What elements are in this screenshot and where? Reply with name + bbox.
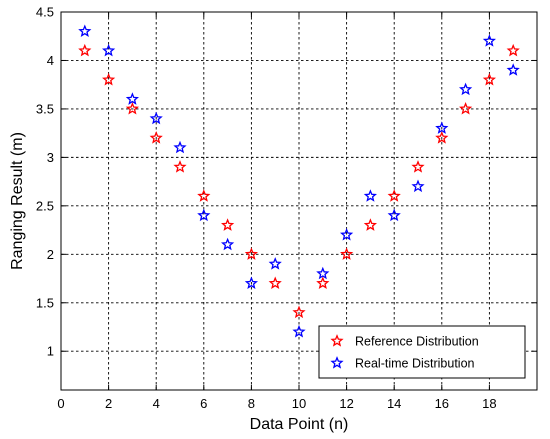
x-tick-label: 2: [105, 396, 112, 411]
data-point-series-2: [125, 92, 139, 105]
x-tick-label: 12: [339, 396, 353, 411]
data-point-series-2: [411, 179, 425, 193]
x-tick-label: 14: [387, 396, 401, 411]
data-point-series-2: [221, 237, 235, 251]
data-point-series-2: [78, 24, 92, 37]
data-point-series-2: [149, 111, 163, 125]
y-tick-label: 1.5: [36, 295, 54, 310]
data-point-series-2: [102, 43, 116, 57]
data-point-series-1: [411, 160, 425, 173]
y-tick-label: 4: [47, 53, 54, 68]
data-point-series-1: [435, 131, 449, 144]
y-tick-label: 3: [47, 150, 54, 165]
x-tick-label: 4: [153, 396, 160, 411]
y-tick-label: 3.5: [36, 101, 54, 116]
data-point-series-1: [221, 218, 235, 231]
data-point-series-2: [268, 257, 282, 270]
y-tick-label: 4.5: [36, 5, 54, 20]
plot-frame: [60, 11, 538, 391]
data-point-series-1: [363, 218, 377, 231]
data-point-series-2: [387, 208, 401, 222]
data-point-series-2: [435, 121, 449, 134]
x-tick-label: 10: [292, 396, 306, 411]
legend: Reference Distribution Real-time Distribu…: [318, 325, 526, 379]
data-point-series-2: [316, 266, 330, 280]
data-point-series-2: [340, 227, 354, 241]
data-point-series-2: [482, 34, 496, 47]
legend-marker: [330, 334, 344, 347]
y-axis-label: Ranging Result (m): [9, 132, 26, 270]
data-point-series-1: [197, 189, 211, 202]
data-point-series-1: [78, 43, 92, 57]
x-tick-label: 18: [482, 396, 496, 411]
data-point-series-1: [125, 101, 139, 115]
data-point-series-1: [316, 276, 330, 289]
y-tick-label: 1: [47, 344, 54, 359]
data-point-series-2: [292, 324, 306, 338]
data-point-series-1: [292, 305, 306, 319]
data-point-series-1: [102, 72, 116, 86]
data-point-series-1: [149, 131, 163, 144]
data-point-series-2: [363, 189, 377, 202]
x-tick-label: 6: [200, 396, 207, 411]
data-point-series-1: [387, 189, 401, 202]
y-tick-label: 2: [47, 247, 54, 262]
data-points: [78, 24, 520, 338]
legend-marker: [330, 356, 344, 369]
data-point-series-1: [459, 101, 473, 115]
data-point-series-1: [173, 160, 187, 173]
tick-labels: 0 2 4 6 8 10 12 14 16 18 1 1.5 2 2.5 3 3.5 4 4.5: [36, 5, 497, 412]
data-point-series-2: [197, 208, 211, 222]
data-point-series-1: [482, 72, 496, 86]
x-tick-label: 16: [435, 396, 449, 411]
data-point-series-2: [244, 276, 258, 289]
tick-marks: [60, 11, 537, 390]
data-point-series-1: [268, 276, 282, 289]
data-point-series-1: [506, 43, 520, 57]
legend-entry-label: Real-time Distribution: [355, 357, 475, 371]
y-tick-label: 2.5: [36, 198, 54, 213]
data-point-series-2: [506, 63, 520, 76]
data-point-series-1: [340, 247, 354, 260]
x-tick-label: 0: [57, 396, 64, 411]
data-point-series-2: [173, 140, 187, 154]
data-point-series-2: [459, 82, 473, 96]
legend-box: [318, 325, 526, 379]
x-axis-label: Data Point (n): [250, 416, 349, 433]
legend-entry-label: Reference Distribution: [355, 335, 479, 349]
data-point-series-1: [244, 247, 258, 260]
x-tick-label: 8: [248, 396, 255, 411]
